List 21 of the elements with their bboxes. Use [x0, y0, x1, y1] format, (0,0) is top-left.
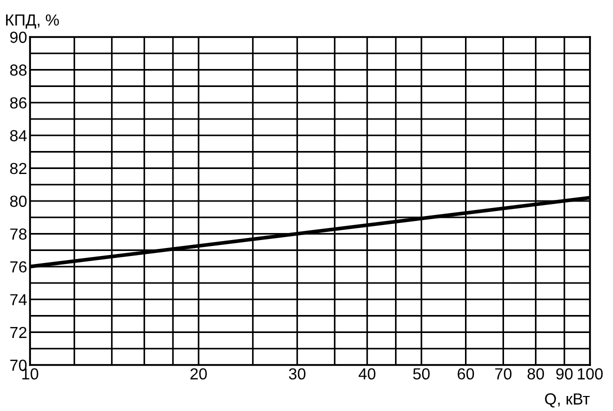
- x-tick-label: 60: [458, 368, 474, 380]
- y-tick-label: 72: [10, 326, 26, 338]
- y-axis-title: КПД, %: [6, 14, 59, 29]
- y-tick-label: 84: [10, 130, 27, 142]
- x-tick-label: 30: [288, 368, 306, 380]
- x-tick-label: 100: [578, 368, 603, 380]
- y-tick-label: 78: [10, 228, 27, 240]
- y-tick-label: 80: [10, 196, 27, 207]
- x-tick-label: 50: [413, 368, 430, 380]
- y-tick-label: 74: [10, 294, 27, 306]
- y-tick-label: 90: [10, 32, 27, 43]
- x-tick-label: 80: [528, 368, 544, 380]
- y-tick-label: 82: [10, 162, 26, 174]
- y-tick-label: 86: [10, 97, 27, 109]
- x-axis-title: Q, кВт: [545, 393, 590, 408]
- x-tick-label: 20: [190, 368, 207, 380]
- x-tick-label: 90: [556, 368, 573, 380]
- y-tick-label: 88: [10, 64, 27, 76]
- y-tick-label: 76: [10, 261, 27, 273]
- x-tick-label: 40: [358, 368, 376, 380]
- x-tick-label: 70: [495, 368, 512, 380]
